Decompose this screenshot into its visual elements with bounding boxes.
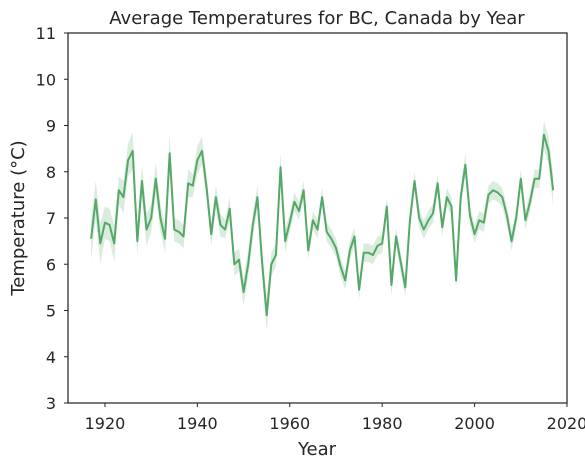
x-tick-label: 1920: [85, 414, 126, 433]
y-tick-layer: 3 4 5 6 7 8 9 10 11: [36, 24, 68, 413]
x-axis-label: Year: [297, 439, 337, 460]
y-tick-label: 11: [36, 24, 56, 43]
chart-title: Average Temperatures for BC, Canada by Y…: [109, 8, 525, 29]
x-tick-label: 2020: [547, 414, 585, 433]
y-tick-label: 5: [46, 302, 56, 321]
series-line: [90, 133, 555, 317]
x-tick-label: 2000: [454, 414, 495, 433]
confidence-band-layer: [91, 120, 554, 332]
y-axis-label: Temperature (°C): [8, 140, 29, 296]
y-tick-label: 6: [46, 255, 56, 274]
confidence-band: [91, 120, 554, 332]
y-tick-label: 9: [46, 117, 56, 136]
plot-frame: [67, 32, 568, 404]
y-tick-label: 4: [46, 348, 56, 367]
y-tick-label: 10: [36, 70, 56, 89]
y-tick-label: 7: [46, 209, 56, 228]
series-line-layer: [90, 133, 555, 317]
x-tick-label: 1960: [269, 414, 310, 433]
x-tick-label: 1940: [177, 414, 218, 433]
x-tick-layer: 1920 1940 1960 1980 2000 2020: [85, 403, 585, 433]
y-tick-label: 3: [46, 394, 56, 413]
x-tick-label: 1980: [362, 414, 403, 433]
y-tick-label: 8: [46, 163, 56, 182]
